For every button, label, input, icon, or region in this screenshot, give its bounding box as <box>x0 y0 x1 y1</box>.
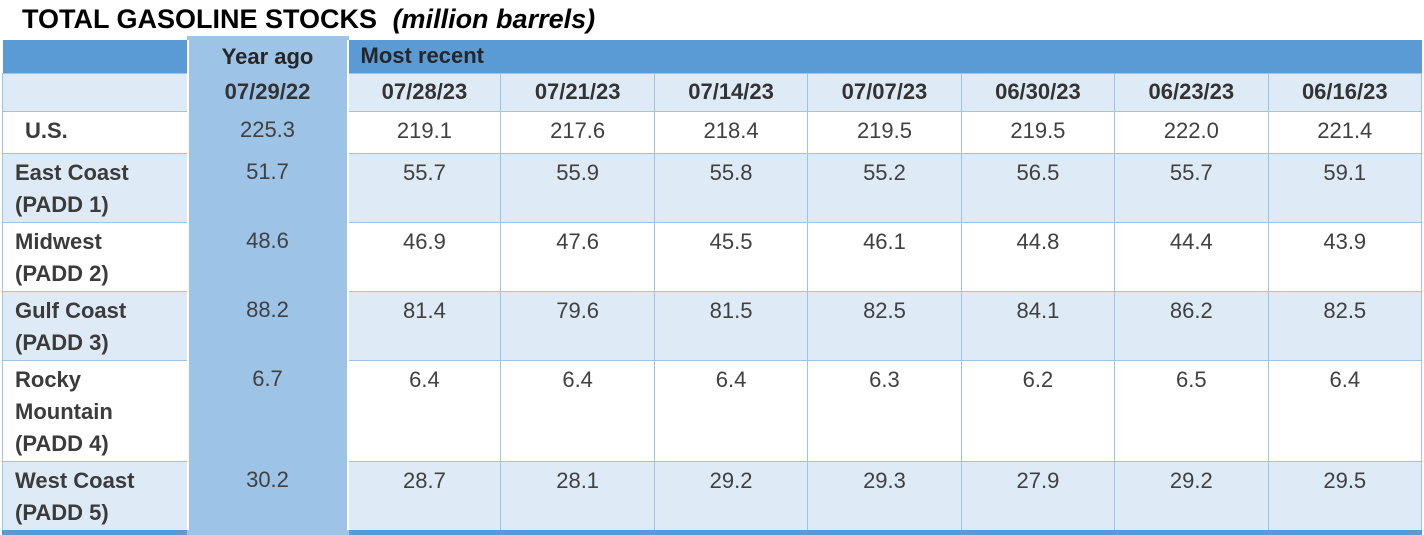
value-cell: 29.3 <box>807 460 962 533</box>
value-cell: 6.2 <box>960 359 1116 462</box>
year-ago-value: 48.6 <box>186 222 349 291</box>
value-cell: 44.8 <box>960 221 1116 292</box>
value-cell: 86.2 <box>1114 290 1269 361</box>
value-cell: 46.1 <box>807 221 962 292</box>
value-cell: 6.4 <box>500 359 655 462</box>
row-us: U.S. 225.3 219.1 217.6 218.4 219.5 219.5… <box>2 110 1423 154</box>
value-cell: 84.1 <box>960 290 1116 361</box>
value-cell: 81.5 <box>653 290 809 361</box>
row-east-coast: East Coast (PADD 1) 51.7 55.7 55.9 55.8 … <box>2 152 1423 223</box>
value-cell: 45.5 <box>653 221 809 292</box>
value-cell: 221.4 <box>1267 110 1423 154</box>
date-header: 06/30/23 <box>960 72 1116 112</box>
year-ago-date-header: 07/29/22 <box>186 73 349 111</box>
value-cell: 217.6 <box>500 110 655 154</box>
row-label: U.S. <box>2 110 188 154</box>
value-cell: 219.5 <box>807 110 962 154</box>
page-title: TOTAL GASOLINE STOCKS (million barrels) <box>2 2 1422 40</box>
value-cell: 218.4 <box>653 110 809 154</box>
value-cell: 44.4 <box>1114 221 1269 292</box>
year-ago-header: Year ago <box>186 36 350 73</box>
value-cell: 59.1 <box>1267 152 1423 223</box>
value-cell: 219.1 <box>346 110 502 154</box>
value-cell: 29.5 <box>1267 460 1423 533</box>
year-ago-value: 51.7 <box>186 153 349 222</box>
value-cell: 6.5 <box>1114 359 1269 462</box>
value-cell: 28.1 <box>500 460 655 533</box>
year-ago-value: 88.2 <box>186 291 349 360</box>
header-group-row: Year ago Most recent <box>2 36 1422 73</box>
date-header: 06/23/23 <box>1114 72 1269 112</box>
empty-date-cell <box>2 72 188 112</box>
value-cell: 219.5 <box>960 110 1116 154</box>
value-cell: 28.7 <box>346 460 502 533</box>
row-label: Rocky Mountain (PADD 4) <box>2 359 188 462</box>
value-cell: 82.5 <box>807 290 962 361</box>
year-ago-value: 225.3 <box>186 111 349 153</box>
row-label: East Coast (PADD 1) <box>2 152 188 223</box>
row-label: West Coast (PADD 5) <box>2 460 188 533</box>
value-cell: 6.4 <box>1267 359 1423 462</box>
row-label: Gulf Coast (PADD 3) <box>2 290 188 361</box>
value-cell: 43.9 <box>1267 221 1423 292</box>
page-title-unit: (million barrels) <box>392 4 596 34</box>
value-cell: 82.5 <box>1267 290 1423 361</box>
value-cell: 29.2 <box>653 460 809 533</box>
page-title-text: TOTAL GASOLINE STOCKS <box>22 4 378 34</box>
value-cell: 55.7 <box>346 152 502 223</box>
row-midwest: Midwest (PADD 2) 48.6 46.9 47.6 45.5 46.… <box>2 221 1423 292</box>
corner-header-cell <box>2 40 188 73</box>
value-cell: 79.6 <box>500 290 655 361</box>
most-recent-header: Most recent <box>347 40 1422 73</box>
date-header: 07/21/23 <box>500 72 655 112</box>
value-cell: 55.8 <box>653 152 809 223</box>
year-ago-value: 30.2 <box>186 461 349 535</box>
value-cell: 27.9 <box>960 460 1116 533</box>
year-ago-value: 6.7 <box>186 360 349 461</box>
value-cell: 6.4 <box>346 359 502 462</box>
date-header: 07/07/23 <box>807 72 962 112</box>
row-label: Midwest (PADD 2) <box>2 221 188 292</box>
value-cell: 46.9 <box>346 221 502 292</box>
value-cell: 47.6 <box>500 221 655 292</box>
value-cell: 55.9 <box>500 152 655 223</box>
value-cell: 56.5 <box>960 152 1116 223</box>
value-cell: 6.3 <box>807 359 962 462</box>
value-cell: 81.4 <box>346 290 502 361</box>
value-cell: 29.2 <box>1114 460 1269 533</box>
date-header-row: 07/29/22 07/28/23 07/21/23 07/14/23 07/0… <box>2 72 1423 112</box>
row-gulf-coast: Gulf Coast (PADD 3) 88.2 81.4 79.6 81.5 … <box>2 290 1423 361</box>
date-header: 06/16/23 <box>1267 72 1423 112</box>
date-header: 07/14/23 <box>653 72 809 112</box>
value-cell: 222.0 <box>1114 110 1269 154</box>
value-cell: 6.4 <box>653 359 809 462</box>
date-header: 07/28/23 <box>346 72 502 112</box>
value-cell: 55.2 <box>807 152 962 223</box>
row-west-coast: West Coast (PADD 5) 30.2 28.7 28.1 29.2 … <box>2 460 1423 535</box>
row-rocky-mountain: Rocky Mountain (PADD 4) 6.7 6.4 6.4 6.4 … <box>2 359 1423 462</box>
gasoline-stocks-table: Year ago Most recent 07/29/22 07/28/23 0… <box>2 36 1423 535</box>
value-cell: 55.7 <box>1114 152 1269 223</box>
